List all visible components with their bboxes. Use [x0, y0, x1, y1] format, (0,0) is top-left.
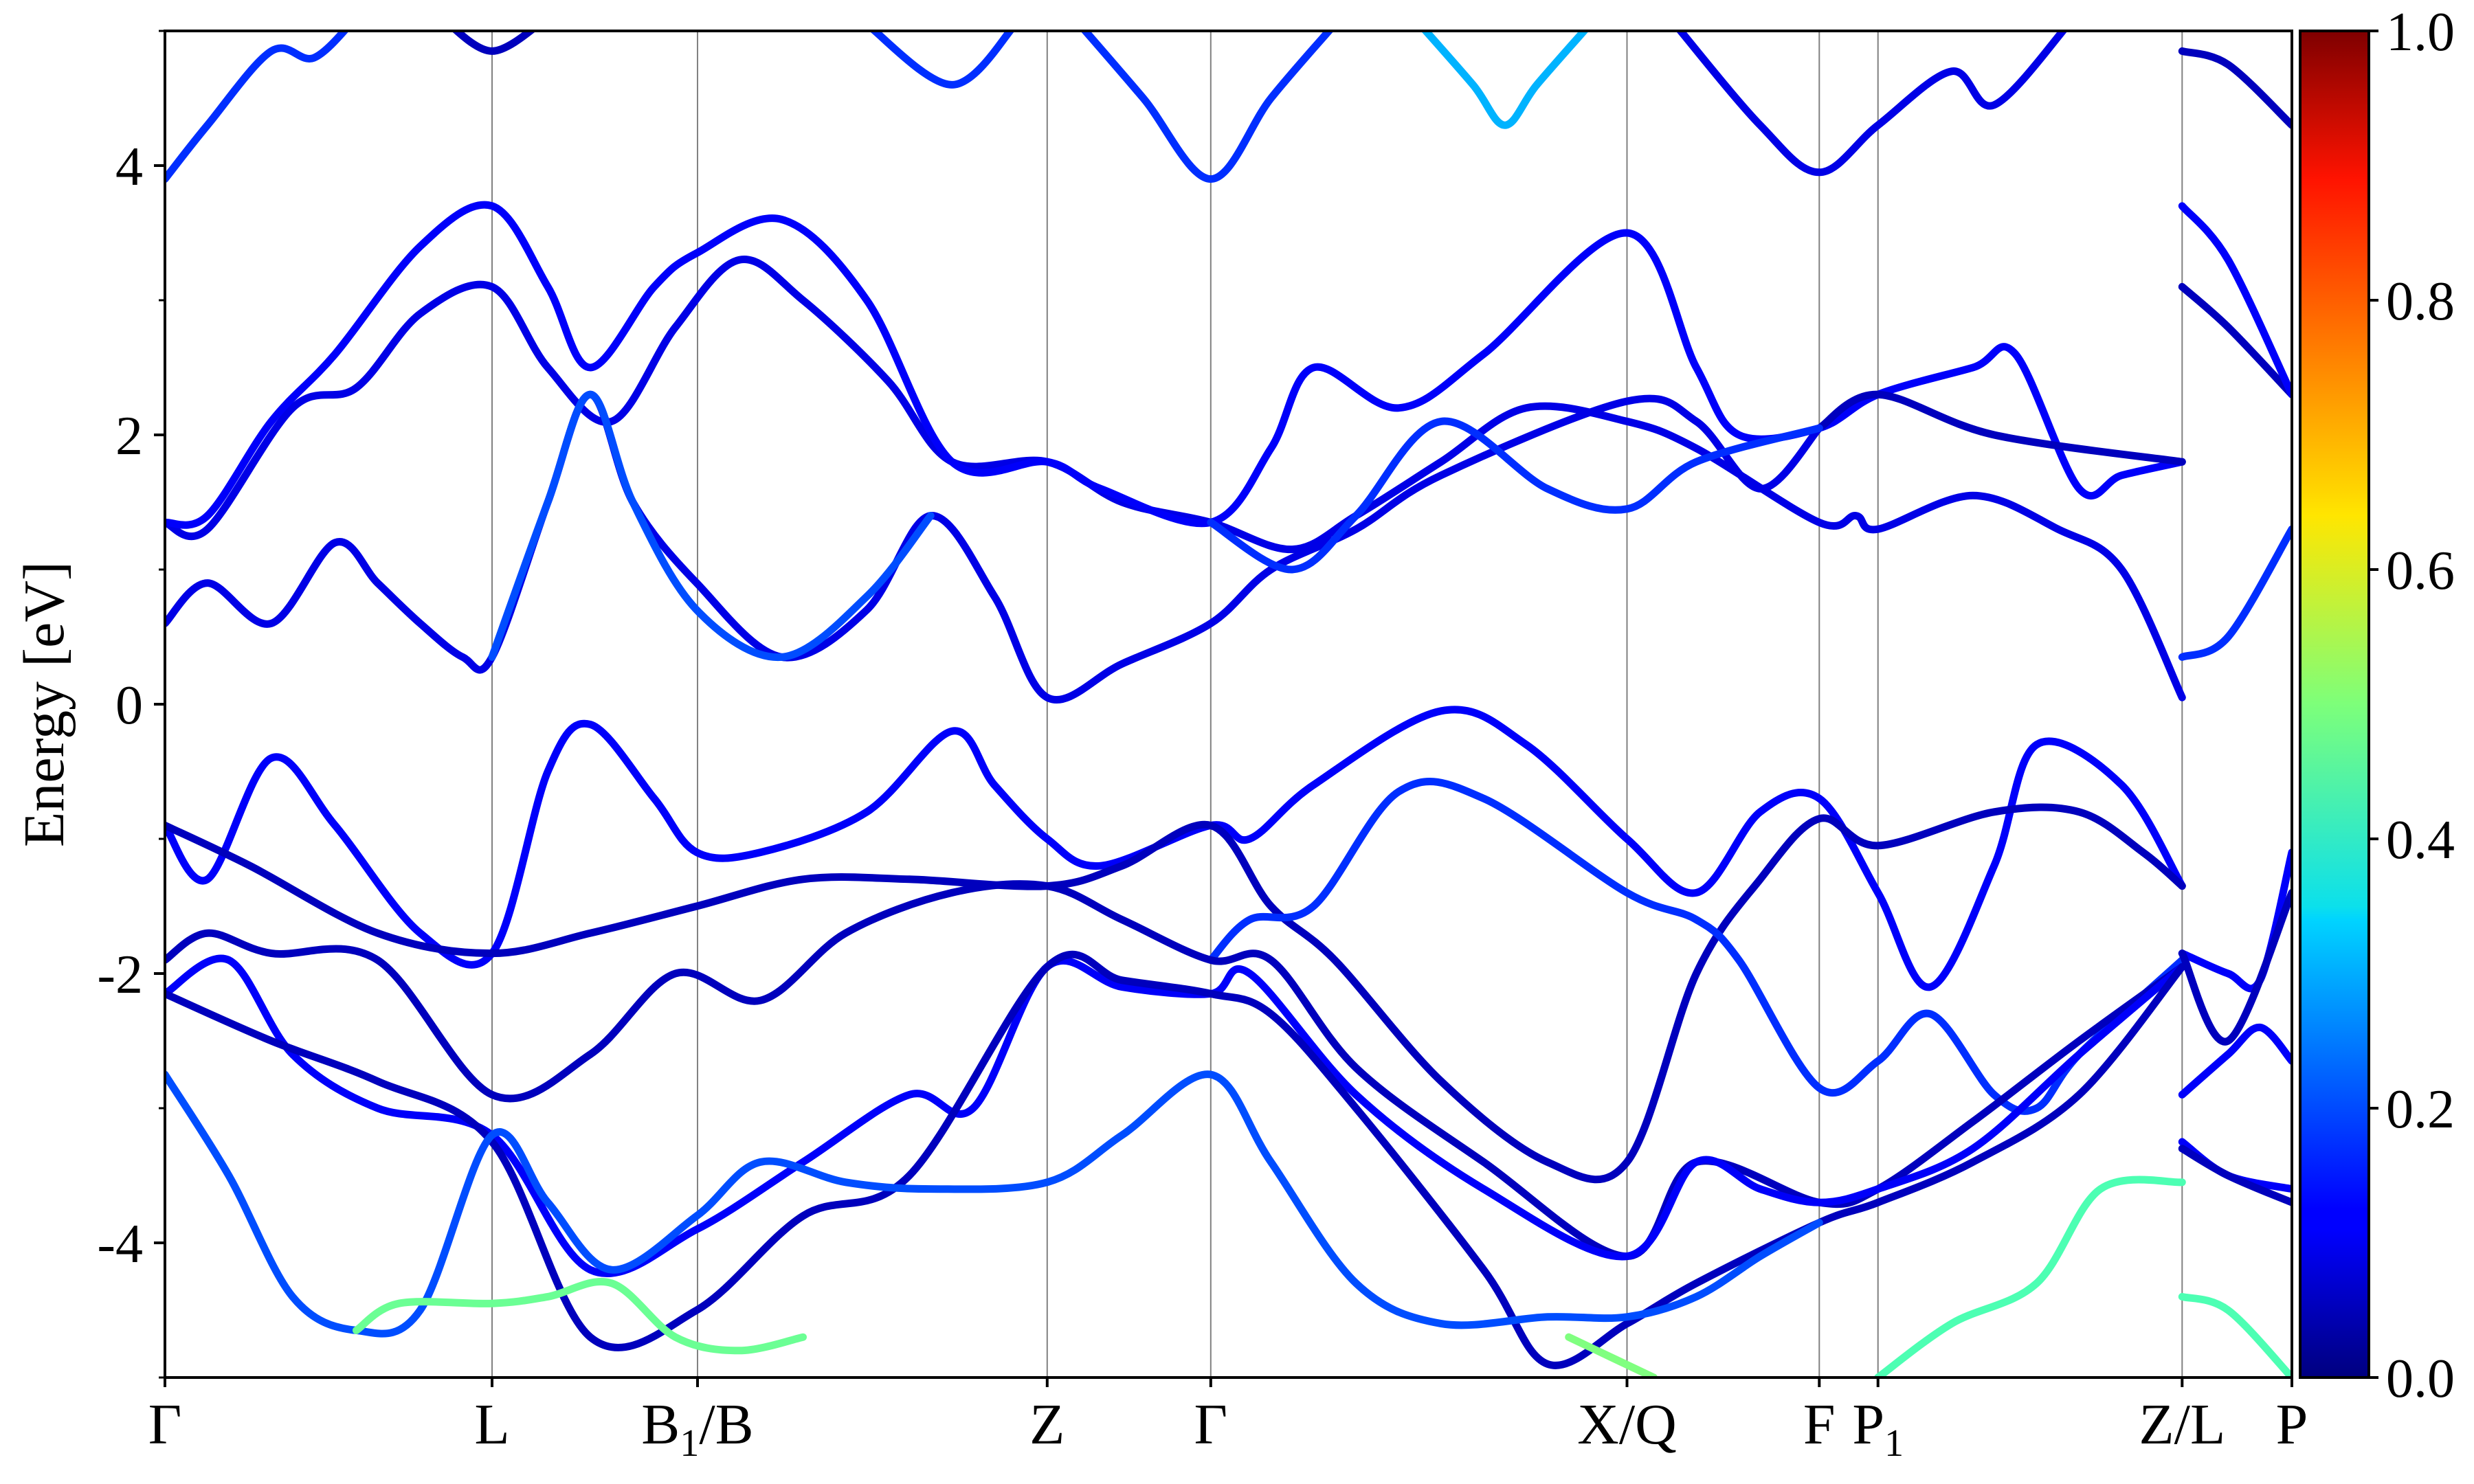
band-line-7 [165, 255, 2186, 701]
band-line-19 [1207, 778, 2186, 1115]
y-tick-label: -2 [97, 945, 143, 1005]
y-tick-label: -4 [97, 1214, 143, 1274]
band-line-29 [2178, 1023, 2292, 1099]
x-tick-label: X/Q [1577, 1393, 1677, 1457]
colorbar-tick-label: 0.4 [2386, 810, 2455, 870]
x-tick-label: Γ [148, 1393, 182, 1457]
band-line-6 [2178, 47, 2292, 129]
y-tick-label: 4 [115, 137, 143, 197]
band-line-14 [488, 390, 935, 662]
x-tick-label: Z [1029, 1393, 1065, 1457]
band-lines [165, 31, 2292, 1378]
colorbar-tick-label: 0.2 [2386, 1079, 2455, 1140]
band-line-24 [353, 1278, 807, 1355]
band-line-16 [2178, 525, 2292, 661]
band-line-18 [165, 803, 2186, 1184]
band-line-8 [165, 201, 2186, 529]
y-tick-label: 0 [115, 675, 143, 736]
band-line-1 [451, 31, 537, 55]
x-axis: Γ L B1/B Z Γ X/Q F P1 Z/L P [148, 1378, 2308, 1465]
y-axis: -4 -2 0 2 4 [97, 30, 165, 1379]
y-axis-label: Energy [eV] [12, 561, 76, 847]
colorbar-tick-label: 0.0 [2386, 1349, 2455, 1409]
band-line-12 [165, 390, 1823, 704]
band-line-25 [1874, 1176, 2186, 1378]
colorbar-tick-label: 1.0 [2386, 2, 2455, 63]
band-line-4 [1420, 31, 1590, 129]
band-line-0 [165, 31, 350, 183]
band-line-32 [2178, 1145, 2292, 1206]
band-line-22 [165, 950, 2186, 1369]
x-tick-label: B1/B [641, 1393, 753, 1465]
colorbar-ticks: 0.0 0.2 0.4 0.6 0.8 1.0 [2369, 2, 2455, 1409]
band-line-27 [2178, 1292, 2292, 1378]
colorbar: 0.0 0.2 0.4 0.6 0.8 1.0 [2299, 2, 2455, 1409]
x-tick-label: L [474, 1393, 509, 1457]
band-line-10 [2178, 202, 2292, 398]
x-tick-label: Γ [1194, 1393, 1228, 1457]
band-line-23 [165, 1070, 1823, 1338]
colorbar-tick-label: 0.8 [2386, 271, 2455, 332]
band-line-17 [165, 706, 2186, 991]
band-line-9 [2178, 282, 2292, 398]
band-line-5 [1675, 31, 2068, 177]
band-line-28 [2178, 848, 2292, 993]
band-line-30 [2178, 888, 2292, 1046]
band-line-11 [1815, 390, 2186, 466]
x-tick-label: P [2276, 1393, 2308, 1457]
plot-frame [164, 30, 2293, 1379]
colorbar-tick-label: 0.6 [2386, 541, 2455, 601]
x-tick-label: F [1803, 1393, 1836, 1457]
x-tick-label: P1 [1852, 1393, 1904, 1465]
band-line-3 [1080, 31, 1335, 183]
kpoint-grid [491, 31, 2183, 1378]
band-line-2 [869, 31, 1015, 89]
y-tick-label: 2 [115, 406, 143, 466]
x-tick-label: Z/L [2139, 1393, 2225, 1457]
colorbar-gradient [2299, 30, 2370, 1379]
band-line-15 [1207, 417, 1823, 574]
band-line-26 [1565, 1333, 1658, 1378]
